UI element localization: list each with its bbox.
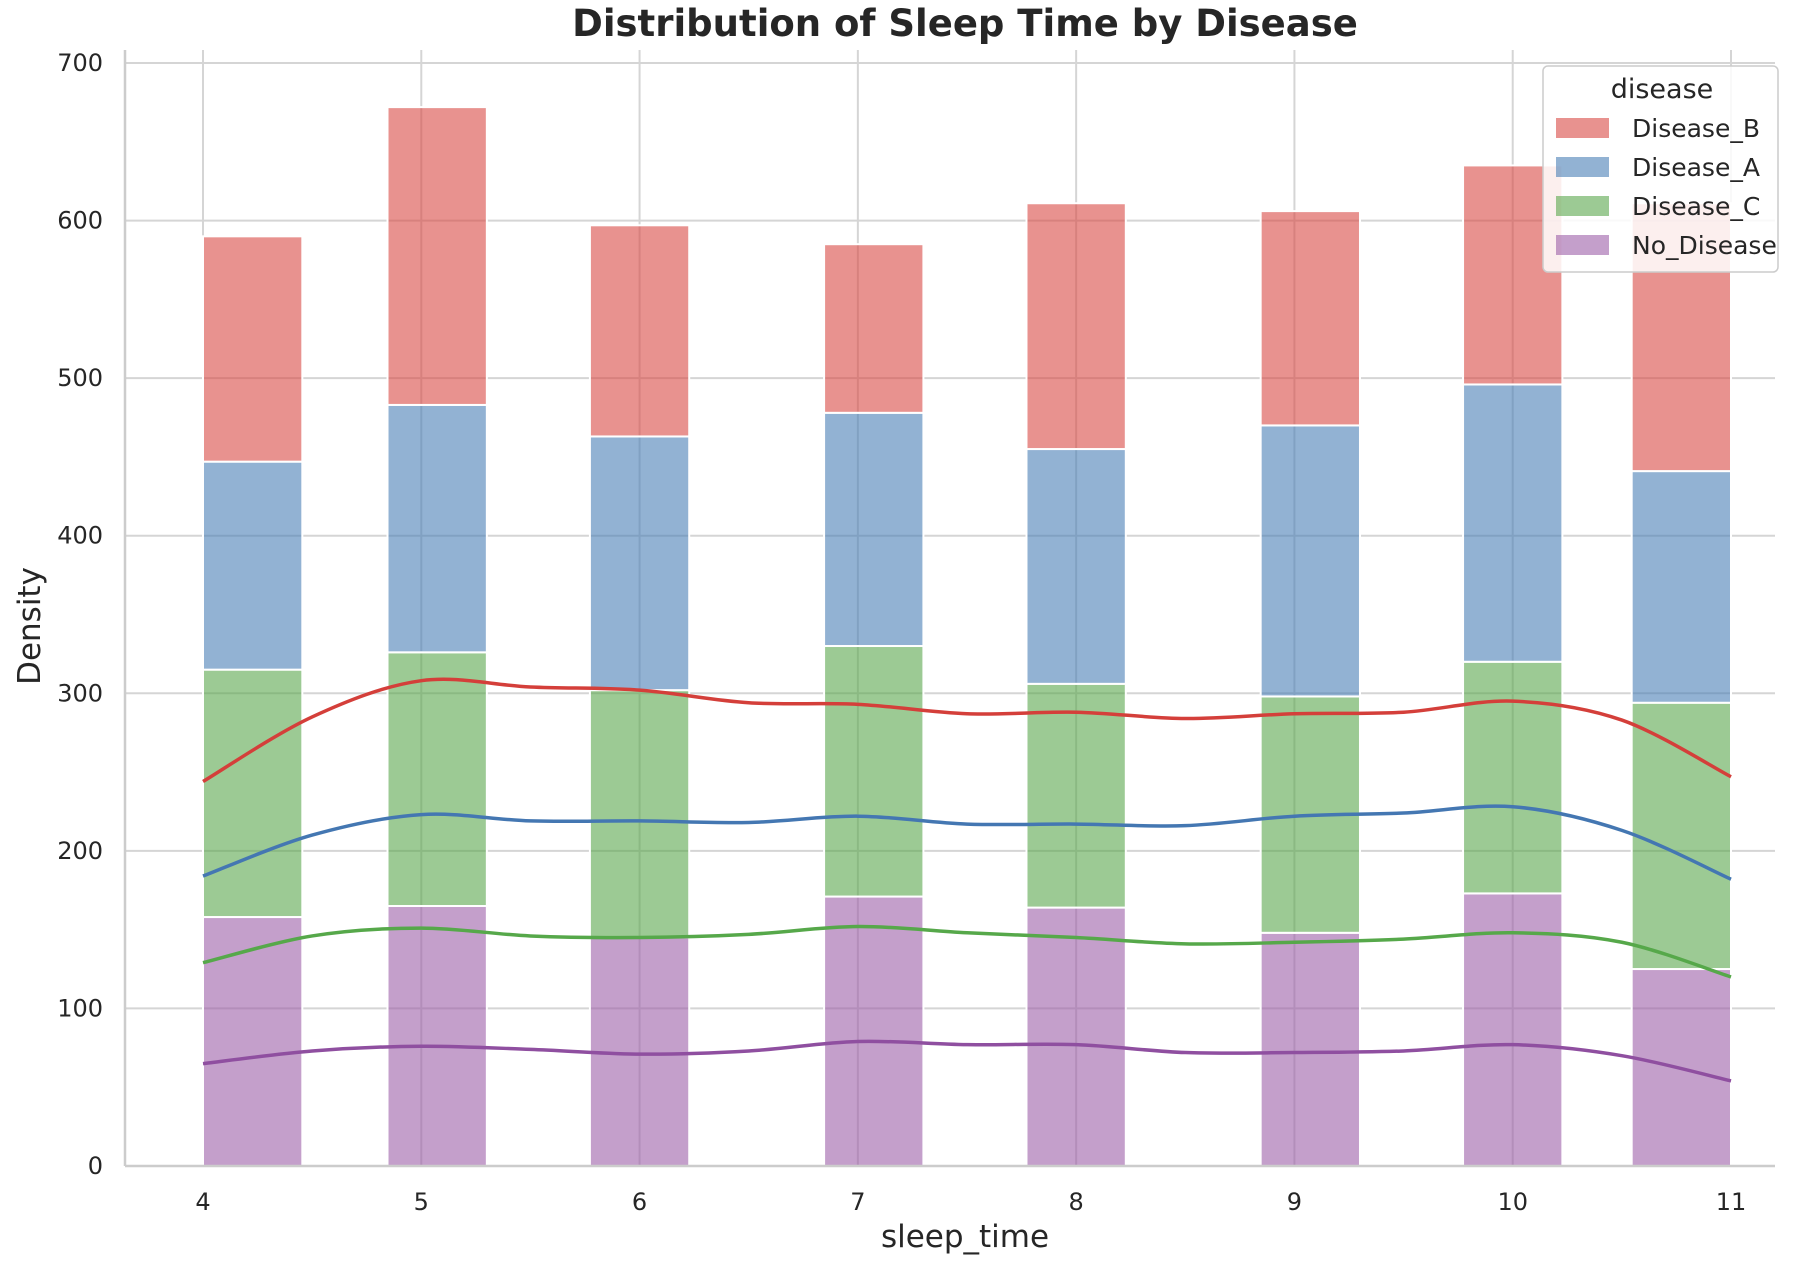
x-tick-label: 5 — [414, 1188, 429, 1216]
y-tick-label: 500 — [57, 364, 103, 392]
axes — [123, 50, 1775, 1168]
bar-no-disease — [1025, 906, 1127, 1168]
bar-disease-c — [1025, 682, 1127, 909]
bar-disease-b — [588, 224, 691, 438]
bar-no-disease — [1259, 931, 1361, 1168]
y-tick-label: 100 — [57, 994, 103, 1022]
legend-box — [1542, 65, 1779, 273]
bar-disease-a — [1025, 448, 1127, 685]
bar-disease-c — [588, 689, 691, 939]
bar-disease-c — [202, 668, 304, 919]
bar-disease-a — [1630, 470, 1733, 704]
legend-entries: Disease_B Disease_A Disease_C No_Disease — [1556, 114, 1777, 260]
x-tick-label: 11 — [1716, 1188, 1747, 1216]
legend-swatch-disease-c — [1556, 196, 1609, 216]
kde-line-disease-b — [202, 677, 1732, 784]
y-tick-labels: 0 100 200 300 400 500 600 700 — [57, 49, 103, 1180]
bar-no-disease — [823, 895, 925, 1167]
x-tick-label: 10 — [1497, 1188, 1528, 1216]
x-tick-label: 4 — [195, 1188, 210, 1216]
kde-line-no-disease — [202, 1039, 1732, 1083]
y-tick-label: 0 — [88, 1152, 103, 1180]
y-tick-label: 400 — [57, 522, 103, 550]
bar-disease-a — [1462, 383, 1564, 663]
legend-swatch-disease-b — [1556, 118, 1609, 138]
bar-no-disease — [202, 916, 304, 1168]
bar-disease-b — [823, 243, 925, 414]
kde-lines — [202, 677, 1732, 1083]
bar-disease-a — [588, 435, 691, 692]
x-tick-label: 6 — [632, 1188, 647, 1216]
bar-disease-a — [823, 411, 925, 648]
legend-label-disease-b: Disease_B — [1632, 114, 1760, 143]
y-axis-label: Density — [12, 567, 48, 685]
bar-disease-c — [386, 651, 488, 908]
legend-swatch-no-disease — [1556, 235, 1609, 255]
bar-disease-b — [386, 106, 488, 406]
bar-disease-c — [1630, 701, 1733, 971]
bar-disease-c — [1462, 660, 1564, 895]
x-tick-label: 7 — [850, 1188, 865, 1216]
legend-label-disease-a: Disease_A — [1632, 153, 1760, 182]
y-tick-label: 600 — [57, 207, 103, 235]
x-tick-labels: 4 5 6 7 8 9 10 11 — [195, 1188, 1746, 1216]
x-axis-label: sleep_time — [881, 1219, 1049, 1255]
bar-disease-b — [1025, 202, 1127, 451]
kde-line-disease-a — [202, 804, 1732, 881]
y-tick-label: 700 — [57, 49, 103, 77]
legend-swatch-disease-a — [1556, 157, 1609, 177]
x-tick-label: 9 — [1287, 1188, 1302, 1216]
kde-line-disease-c — [202, 924, 1732, 979]
legend-label-disease-c: Disease_C — [1632, 192, 1760, 221]
bar-disease-a — [386, 403, 488, 654]
chart-title: Distribution of Sleep Time by Disease — [572, 2, 1358, 45]
bar-disease-a — [202, 460, 304, 671]
legend-label-no-disease: No_Disease — [1632, 231, 1777, 260]
bar-no-disease — [386, 905, 488, 1167]
legend-title: disease — [1611, 74, 1714, 105]
bar-disease-b — [1259, 210, 1361, 427]
y-tick-label: 200 — [57, 837, 103, 865]
bar-disease-a — [1259, 424, 1361, 698]
legend: disease Disease_B Disease_A Disease_C No_Di… — [1542, 65, 1779, 273]
bar-stacks — [202, 106, 1733, 1168]
bar-disease-b — [202, 235, 304, 463]
y-tick-label: 300 — [57, 679, 103, 707]
x-tick-label: 8 — [1069, 1188, 1084, 1216]
bar-disease-c — [823, 645, 925, 898]
